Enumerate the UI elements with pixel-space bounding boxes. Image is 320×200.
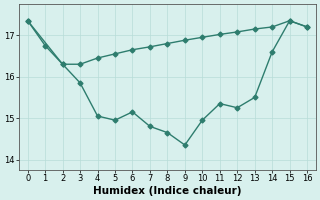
X-axis label: Humidex (Indice chaleur): Humidex (Indice chaleur)	[93, 186, 242, 196]
